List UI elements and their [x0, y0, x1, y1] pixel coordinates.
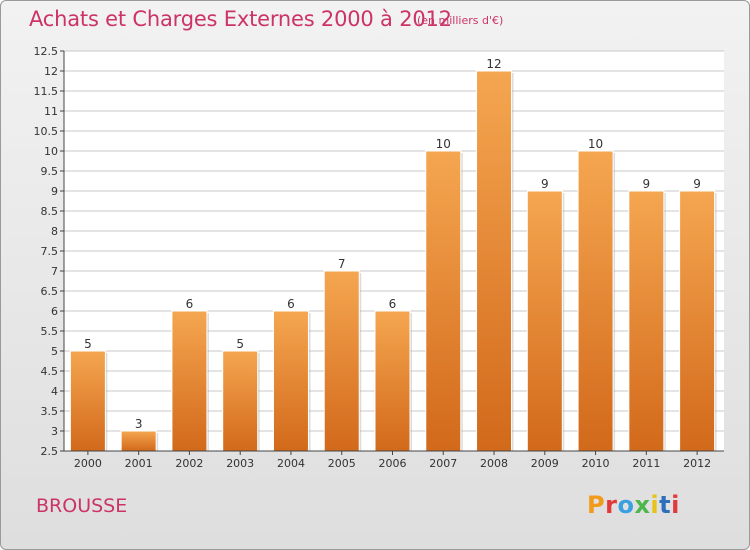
bar-value-label: 3: [135, 417, 143, 431]
bar: [69, 350, 106, 452]
y-tick-label: 6: [51, 305, 58, 318]
x-tick-label: 2008: [480, 457, 508, 470]
y-tick-label: 9.5: [41, 165, 59, 178]
y-tick-label: 10: [44, 145, 58, 158]
y-tick-label: 5: [51, 345, 58, 358]
bars: 5 3 6 5 6 7 6 10 12 9 10 9 9: [69, 57, 717, 452]
y-tick-label: 4.5: [41, 365, 59, 378]
bar: [526, 190, 563, 452]
y-tick-label: 10.5: [34, 125, 59, 138]
bar-value-label: 10: [588, 137, 603, 151]
bar: [222, 350, 259, 452]
bar: [120, 430, 157, 452]
bar-value-label: 7: [338, 257, 346, 271]
logo-letter: x: [634, 491, 651, 519]
y-tick-label: 11.5: [34, 85, 59, 98]
bar: [374, 310, 411, 452]
y-tick-label: 8.5: [41, 205, 59, 218]
x-tick-label: 2011: [632, 457, 660, 470]
bar: [577, 150, 614, 452]
logo-letter: t: [659, 491, 672, 519]
bar: [425, 150, 462, 452]
y-tick-label: 2.5: [41, 445, 59, 458]
y-tick-label: 12.5: [34, 45, 59, 58]
bar-value-label: 10: [436, 137, 451, 151]
y-tick-label: 12: [44, 65, 58, 78]
x-tick-label: 2012: [683, 457, 711, 470]
logo-letter: o: [617, 491, 635, 519]
x-tick-label: 2007: [429, 457, 457, 470]
proxiti-logo: Proxiti: [587, 491, 680, 519]
x-tick-label: 2003: [226, 457, 254, 470]
axes: 2.5 3 3.5 4 4.5 5 5.5 6 6.5 7 7.5 8 8.5 9 9.5 10 10.5 11 1…: [34, 45, 724, 470]
city-name: BROUSSE: [36, 495, 128, 517]
bar-value-label: 6: [186, 297, 194, 311]
y-tick-label: 9: [51, 185, 58, 198]
logo-letter: r: [605, 491, 618, 519]
x-tick-label: 2001: [125, 457, 153, 470]
bar: [323, 270, 360, 452]
y-tick-label: 8: [51, 225, 58, 238]
x-tick-label: 2004: [277, 457, 305, 470]
bar: [679, 190, 716, 452]
bar-value-label: 9: [693, 177, 701, 191]
bar-value-label: 12: [486, 57, 501, 71]
y-tick-label: 11: [44, 105, 58, 118]
x-tick-label: 2010: [582, 457, 610, 470]
bar-value-label: 5: [84, 337, 92, 351]
bar-value-label: 6: [287, 297, 295, 311]
y-tick-label: 7.5: [41, 245, 59, 258]
y-tick-label: 5.5: [41, 325, 59, 338]
logo-letter: i: [671, 491, 680, 519]
x-tick-label: 2005: [328, 457, 356, 470]
bar-value-label: 9: [643, 177, 651, 191]
x-tick-label: 2000: [74, 457, 102, 470]
x-tick-label: 2002: [175, 457, 203, 470]
bar-value-label: 9: [541, 177, 549, 191]
x-tick-label: 2009: [531, 457, 559, 470]
y-tick-label: 6.5: [41, 285, 59, 298]
y-tick-label: 3: [51, 425, 58, 438]
chart-subtitle: (en milliers d'€): [417, 14, 504, 27]
bar: [628, 190, 665, 452]
chart-title: Achats et Charges Externes 2000 à 2012: [29, 7, 452, 31]
x-tick-label: 2006: [379, 457, 407, 470]
bar: [476, 70, 513, 452]
bar: [272, 310, 309, 452]
bar-value-label: 5: [236, 337, 244, 351]
y-tick-label: 7: [51, 265, 58, 278]
y-tick-label: 3.5: [41, 405, 59, 418]
y-tick-label: 4: [51, 385, 58, 398]
bar-value-label: 6: [389, 297, 397, 311]
bar: [171, 310, 208, 452]
logo-letter: i: [650, 491, 660, 519]
logo-letter: P: [587, 491, 606, 519]
